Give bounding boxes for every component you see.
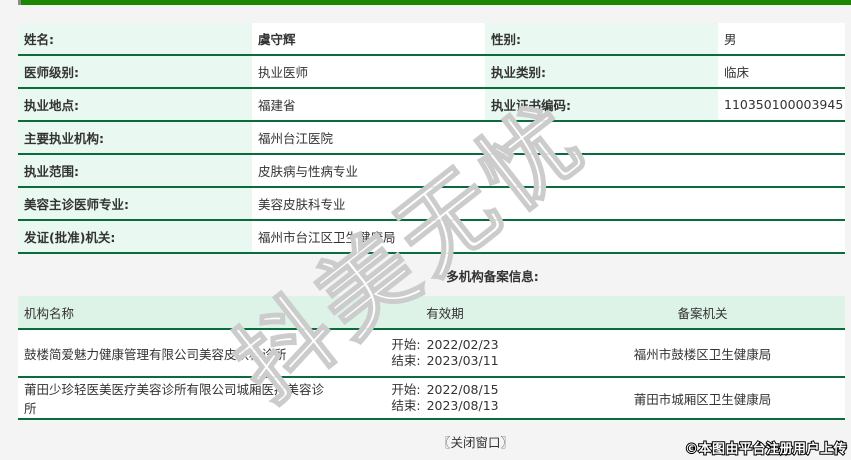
profile-row: 主要执业机构: 福州台江医院 — [18, 122, 845, 155]
field-value-practice-scope: 皮肤病与性病专业 — [252, 155, 845, 186]
registration-filing-authority: 福州市鼓楼区卫生健康局 — [633, 346, 772, 362]
registrations-table-header: 机构名称 有效期 备案机关 — [18, 296, 845, 330]
field-label-practice-scope: 执业范围: — [18, 155, 252, 186]
table-row: 莆田少珍轻医美医疗美容诊所有限公司城厢医疗美容诊所 开始: 2022/08/15 … — [18, 378, 845, 420]
profile-row: 执业范围: 皮肤病与性病专业 — [18, 155, 845, 188]
field-label-doctor-level: 医师级别: — [18, 56, 252, 87]
registration-institution-name: 莆田少珍轻医美医疗美容诊所有限公司城厢医疗美容诊所 — [24, 382, 325, 416]
top-accent-bar — [21, 0, 851, 5]
column-header-validity-period: 有效期 — [426, 305, 464, 321]
field-value-cosmetic-specialty: 美容皮肤科专业 — [252, 188, 845, 219]
table-row: 鼓楼简爱魅力健康管理有限公司美容皮肤科诊所 开始: 2022/02/23 结束: 2… — [18, 330, 845, 378]
field-label-practice-category: 执业类别: — [485, 56, 718, 87]
field-value-practice-category: 临床 — [718, 56, 845, 87]
field-label-issuing-authority: 发证(批准)机关: — [18, 221, 252, 252]
profile-row: 姓名: 虞守辉 性别: 男 — [18, 23, 845, 56]
period-end-label: 结束: — [391, 398, 421, 413]
profile-row: 美容主诊医师专业: 美容皮肤科专业 — [18, 188, 845, 221]
field-label-gender: 性别: — [485, 23, 718, 54]
practitioner-info-panel: 姓名: 虞守辉 性别: 男 医师级别: 执业医师 执业类别: 临床 执业地点: … — [18, 23, 845, 451]
profile-row: 执业地点: 福建省 执业证书编码: 110350100003945 — [18, 89, 845, 122]
field-label-practice-location: 执业地点: — [18, 89, 252, 120]
close-window-link[interactable]: 〖关闭窗口〗 — [437, 435, 513, 450]
period-start-value: 2022/08/15 — [426, 382, 499, 397]
field-label-main-institution: 主要执业机构: — [18, 122, 252, 153]
registration-validity-period: 开始: 2022/08/15 结束: 2023/08/13 — [330, 382, 560, 414]
period-end-label: 结束: — [391, 353, 421, 368]
period-block: 开始: 2022/02/23 结束: 2023/03/11 — [391, 337, 498, 369]
field-label-cosmetic-specialty: 美容主诊医师专业: — [18, 188, 252, 219]
period-end-value: 2023/03/11 — [426, 353, 499, 368]
period-start-label: 开始: — [391, 382, 421, 397]
period-end-value: 2023/08/13 — [426, 398, 499, 413]
field-value-main-institution: 福州台江医院 — [252, 122, 845, 153]
column-header-filing-authority: 备案机关 — [677, 305, 728, 321]
section-title-multi-institution: 多机构备案信息: — [446, 268, 539, 284]
period-start-label: 开始: — [391, 337, 421, 352]
profile-row: 医师级别: 执业医师 执业类别: 临床 — [18, 56, 845, 89]
close-window-row: 〖关闭窗口〗 — [18, 432, 845, 451]
registration-validity-period: 开始: 2022/02/23 结束: 2023/03/11 — [330, 337, 560, 369]
field-value-gender: 男 — [718, 23, 845, 54]
field-value-practice-location: 福建省 — [252, 89, 485, 120]
field-value-certificate-number: 110350100003945 — [718, 89, 845, 120]
field-label-certificate-number: 执业证书编码: — [485, 89, 718, 120]
field-value-issuing-authority: 福州市台江区卫生健康局 — [252, 221, 845, 252]
copyright-stamp: ©本图由平台注册用户上传 — [684, 441, 848, 458]
field-value-name: 虞守辉 — [252, 23, 485, 54]
period-block: 开始: 2022/08/15 结束: 2023/08/13 — [391, 382, 498, 414]
profile-row: 发证(批准)机关: 福州市台江区卫生健康局 — [18, 221, 845, 254]
period-start-value: 2022/02/23 — [426, 337, 499, 352]
top-bar-cap — [18, 0, 21, 5]
field-label-name: 姓名: — [18, 23, 252, 54]
field-value-doctor-level: 执业医师 — [252, 56, 485, 87]
registration-filing-authority: 莆田市城厢区卫生健康局 — [633, 391, 772, 407]
registration-institution-name: 鼓楼简爱魅力健康管理有限公司美容皮肤科诊所 — [24, 346, 287, 362]
column-header-institution-name: 机构名称 — [24, 305, 75, 321]
